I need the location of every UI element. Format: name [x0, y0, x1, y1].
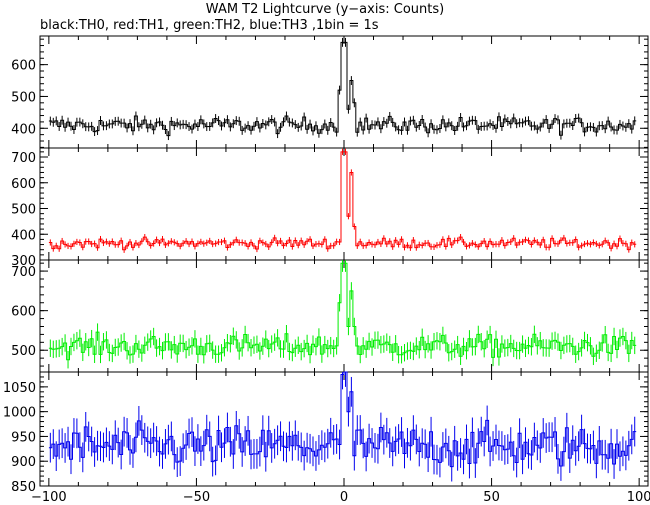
y-tick-label-TH1-500: 500	[11, 203, 36, 218]
panel-frame-TH3	[39, 371, 649, 487]
y-tick-label-TH3-1000: 1000	[3, 406, 36, 421]
series-line-TH0	[48, 41, 637, 137]
x-tick-label--50: −50	[183, 490, 210, 505]
series-line-TH3	[48, 371, 637, 468]
y-tick-label-TH2-600: 600	[11, 305, 36, 320]
y-tick-label-TH0-600: 600	[11, 59, 36, 74]
x-tick-label--100: −100	[31, 490, 67, 505]
y-tick-label-TH1-600: 600	[11, 177, 36, 192]
y-tick-label-TH1-400: 400	[11, 228, 36, 243]
y-tick-label-TH1-700: 700	[11, 151, 36, 166]
series-line-TH2	[48, 262, 637, 361]
y-tick-label-TH0-400: 400	[11, 122, 36, 137]
y-tick-label-TH3-850: 850	[11, 480, 36, 495]
y-tick-label-TH0-500: 500	[11, 90, 36, 105]
chart-subtitle: black:TH0, red:TH1, green:TH2, blue:TH3 …	[40, 18, 379, 33]
y-tick-label-TH2-700: 700	[11, 265, 36, 280]
y-tick-label-TH1-300: 300	[11, 254, 36, 269]
y-tick-label-TH3-950: 950	[11, 430, 36, 445]
x-tick-label-0: 0	[340, 490, 348, 505]
y-tick-label-TH2-500: 500	[11, 344, 36, 359]
y-tick-label-TH3-1050: 1050	[3, 381, 36, 396]
series-line-TH1	[48, 151, 637, 251]
x-tick-label-50: 50	[483, 490, 500, 505]
y-tick-label-TH3-900: 900	[11, 455, 36, 470]
chart-title: WAM T2 Lightcurve (y−axis: Counts)	[205, 2, 445, 17]
x-tick-label-100: 100	[627, 490, 650, 505]
